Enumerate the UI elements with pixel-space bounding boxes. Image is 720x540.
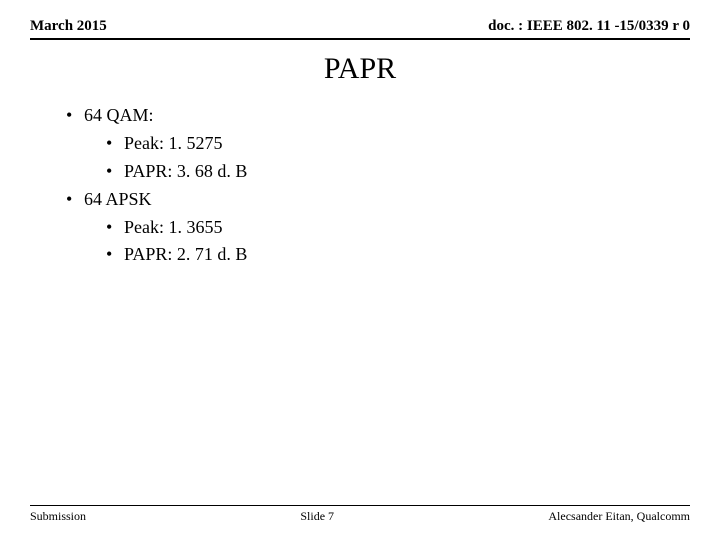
slide-body: • 64 QAM: • Peak: 1. 5275 • PAPR: 3. 68 … <box>30 102 690 269</box>
list-item: • 64 APSK <box>66 186 690 214</box>
slide-header: March 2015 doc. : IEEE 802. 11 -15/0339 … <box>30 18 690 40</box>
bullet-icon: • <box>66 102 84 130</box>
bullet-icon: • <box>106 214 124 242</box>
slide-page: March 2015 doc. : IEEE 802. 11 -15/0339 … <box>0 0 720 540</box>
list-item-label: PAPR: 2. 71 d. B <box>124 241 247 269</box>
slide-footer: Submission Slide 7 Alecsander Eitan, Qua… <box>30 509 690 524</box>
list-item-label: Peak: 1. 5275 <box>124 130 223 158</box>
footer-right: Alecsander Eitan, Qualcomm <box>548 509 690 524</box>
list-item: • Peak: 1. 5275 <box>66 130 690 158</box>
bullet-icon: • <box>106 158 124 186</box>
list-item-label: 64 QAM: <box>84 102 154 130</box>
list-item: • PAPR: 2. 71 d. B <box>66 241 690 269</box>
list-item: • Peak: 1. 3655 <box>66 214 690 242</box>
footer-center: Slide 7 <box>300 509 334 524</box>
list-item: • 64 QAM: <box>66 102 690 130</box>
header-doc-id: doc. : IEEE 802. 11 -15/0339 r 0 <box>488 18 690 35</box>
list-item-label: PAPR: 3. 68 d. B <box>124 158 247 186</box>
bullet-icon: • <box>106 130 124 158</box>
footer-left: Submission <box>30 509 86 524</box>
bullet-icon: • <box>66 186 84 214</box>
list-item-label: 64 APSK <box>84 186 152 214</box>
list-item: • PAPR: 3. 68 d. B <box>66 158 690 186</box>
footer-divider <box>30 505 690 506</box>
bullet-icon: • <box>106 241 124 269</box>
header-date: March 2015 <box>30 18 107 35</box>
list-item-label: Peak: 1. 3655 <box>124 214 223 242</box>
slide-title: PAPR <box>30 52 690 86</box>
